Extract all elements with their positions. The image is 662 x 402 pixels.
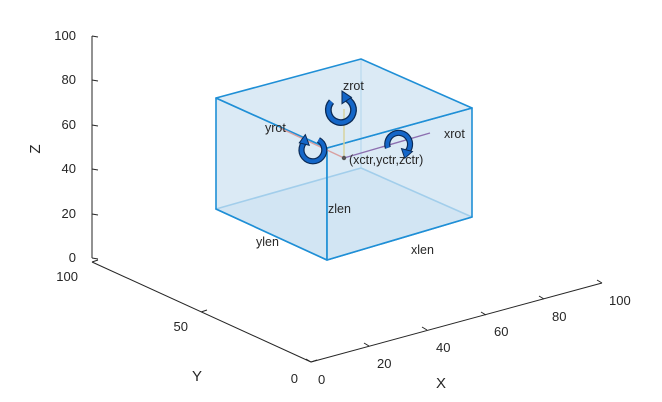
- box-faces: [215, 58, 473, 261]
- yrot-label: yrot: [265, 121, 286, 135]
- center-y-axis: [279, 127, 345, 159]
- z-tick-label: 0: [69, 250, 76, 265]
- z-tick-label: 80: [62, 72, 76, 87]
- x-tick-label: 40: [436, 340, 450, 355]
- x-tick-label: 80: [552, 309, 566, 324]
- y-tick-labels: 100 50 0: [56, 269, 298, 386]
- box-top-face: [215, 58, 473, 149]
- z-tick-label: 20: [62, 206, 76, 221]
- y-tick-label: 0: [291, 371, 298, 386]
- ylen-label: ylen: [256, 235, 279, 249]
- x-ticks: [305, 279, 603, 363]
- z-tick-labels: 100 80 60 40 20 0: [54, 28, 76, 265]
- xlen-label: xlen: [411, 243, 434, 257]
- z-tick-label: 40: [62, 161, 76, 176]
- z-rotation-arrow-icon: [324, 90, 357, 126]
- z-ticks: [91, 35, 99, 260]
- y-ticks: [91, 259, 318, 363]
- zlen-label: zlen: [328, 202, 351, 216]
- center-point: [341, 155, 347, 161]
- zrot-label: zrot: [343, 79, 364, 93]
- y-tick-label: 50: [174, 319, 188, 334]
- x-tick-label: 20: [377, 356, 391, 371]
- y-rotation-arrow-icon: [298, 133, 328, 165]
- x-tick-labels: 0 20 40 60 80 100: [318, 293, 631, 387]
- x-rotation-arrow-icon: [384, 129, 414, 160]
- y-axis-label: Y: [192, 368, 202, 385]
- y-tick-label: 100: [56, 269, 78, 284]
- z-tick-label: 100: [54, 28, 76, 43]
- z-tick-label: 60: [62, 117, 76, 132]
- z-axis-label: Z: [27, 144, 44, 153]
- center-label: (xctr,yctr,zctr): [349, 153, 423, 167]
- x-axis-line: [310, 282, 603, 363]
- x-tick-label: 60: [494, 324, 508, 339]
- box-annotations: zrot yrot xrot (xctr,yctr,zctr) zlen yle…: [256, 79, 465, 257]
- xrot-label: xrot: [444, 127, 465, 141]
- x-tick-label: 0: [318, 372, 325, 387]
- x-axis-label: X: [436, 375, 446, 392]
- x-tick-label: 100: [609, 293, 631, 308]
